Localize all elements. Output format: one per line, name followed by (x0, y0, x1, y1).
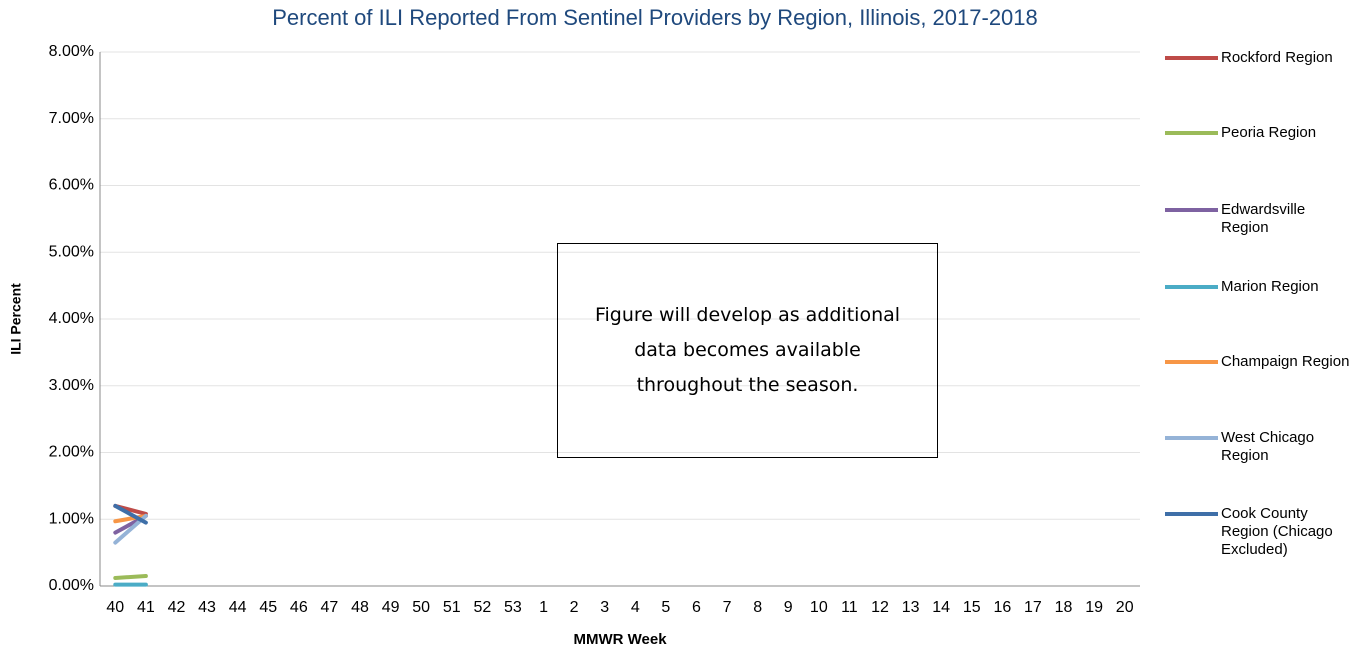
x-tick-label: 1 (539, 599, 548, 616)
y-tick-label: 8.00% (49, 43, 94, 60)
legend-label: West Chicago Region (1221, 429, 1315, 464)
y-tick-label: 6.00% (49, 177, 94, 194)
x-tick-label: 7 (723, 599, 732, 616)
series-line (113, 573, 148, 580)
x-tick-label: 16 (993, 599, 1011, 616)
x-tick-label: 11 (841, 599, 858, 616)
legend-label: Cook County Region (Chicago Excluded) (1221, 505, 1333, 558)
x-tick-label: 15 (963, 599, 981, 616)
x-tick-label: 6 (692, 599, 701, 616)
x-tick-label: 2 (570, 599, 579, 616)
x-tick-label: 40 (106, 599, 124, 616)
x-tick-label: 50 (412, 599, 430, 616)
x-tick-label: 46 (290, 599, 308, 616)
y-tick-label: 1.00% (49, 510, 94, 527)
x-tick-label: 44 (229, 599, 247, 616)
y-tick-label: 7.00% (49, 110, 94, 127)
x-tick-label: 42 (168, 599, 186, 616)
x-tick-label: 48 (351, 599, 369, 616)
legend-label: Rockford Region (1221, 49, 1333, 66)
x-tick-label: 53 (504, 599, 522, 616)
x-tick-label: 13 (902, 599, 920, 616)
x-tick-label: 17 (1024, 599, 1042, 616)
x-tick-label: 45 (259, 599, 277, 616)
legend-label: Champaign Region (1221, 353, 1350, 370)
x-tick-label: 19 (1085, 599, 1103, 616)
y-tick-label: 5.00% (49, 243, 94, 260)
series-line (113, 513, 148, 524)
x-tick-label: 43 (198, 599, 216, 616)
x-tick-label: 52 (473, 599, 491, 616)
y-tick-label: 0.00% (49, 577, 94, 594)
y-axis-label: ILI Percent (8, 283, 24, 355)
x-tick-label: 49 (382, 599, 400, 616)
x-tick-label: 41 (137, 599, 155, 616)
x-tick-label: 47 (321, 599, 339, 616)
x-tick-label: 5 (661, 599, 670, 616)
x-tick-label: 3 (600, 599, 609, 616)
annotation: Figure will develop as additional data b… (557, 243, 938, 458)
x-tick-label: 9 (784, 599, 793, 616)
x-tick-label: 18 (1055, 599, 1073, 616)
y-tick-label: 4.00% (49, 310, 94, 327)
legend-label: Peoria Region (1221, 124, 1317, 141)
x-tick-label: 8 (753, 599, 762, 616)
x-tick-label: 10 (810, 599, 828, 616)
x-tick-label: 14 (932, 599, 950, 616)
series-line (113, 503, 148, 525)
y-tick-label: 2.00% (49, 444, 94, 461)
chart-title: Percent of ILI Reported From Sentinel Pr… (272, 5, 1038, 30)
legend-label: Edwardsville Region (1221, 201, 1306, 236)
x-tick-label: 51 (443, 599, 461, 616)
x-tick-label: 20 (1116, 599, 1134, 616)
legend-label: Marion Region (1221, 278, 1319, 295)
y-tick-label: 3.00% (49, 377, 94, 394)
x-tick-label: 4 (631, 599, 640, 616)
x-tick-label: 12 (871, 599, 889, 616)
x-axis-label: MMWR Week (573, 631, 667, 648)
